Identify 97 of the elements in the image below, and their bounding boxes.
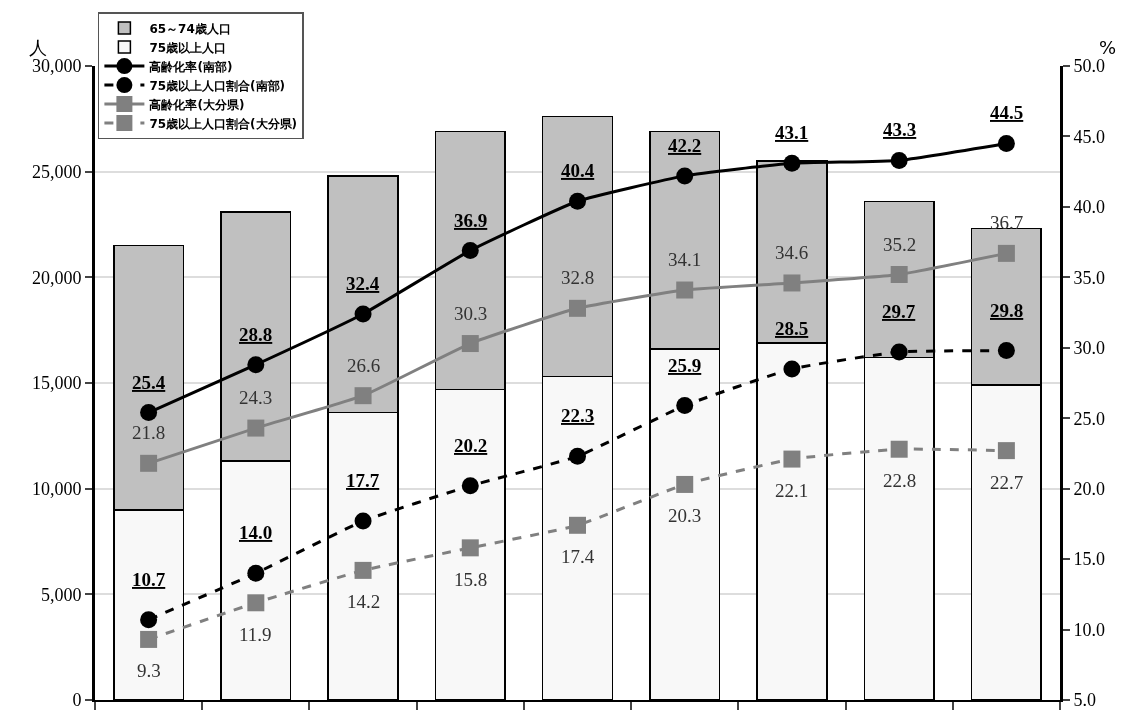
data-label: 34.1 bbox=[668, 249, 702, 270]
data-label: 28.8 bbox=[239, 324, 273, 345]
data-label: 29.7 bbox=[882, 301, 916, 322]
y-tick-label: 15,000 bbox=[31, 373, 82, 394]
legend-label: 75歳以上人口割合(南部) bbox=[149, 78, 286, 93]
data-label: 14.2 bbox=[347, 591, 381, 612]
point bbox=[676, 281, 694, 299]
data-label: 17.4 bbox=[561, 546, 595, 567]
point bbox=[676, 167, 694, 185]
data-label: 40.4 bbox=[561, 160, 595, 181]
point bbox=[676, 475, 694, 493]
data-label: 15.8 bbox=[454, 569, 488, 590]
point bbox=[890, 343, 908, 361]
data-label: 22.3 bbox=[561, 405, 595, 426]
point bbox=[461, 477, 479, 495]
data-label: 14.0 bbox=[239, 522, 273, 543]
legend-label: 65～74歳人口 bbox=[149, 21, 231, 36]
data-label: 22.1 bbox=[775, 480, 809, 501]
point bbox=[354, 305, 372, 323]
data-label: 17.7 bbox=[346, 470, 380, 491]
point bbox=[997, 442, 1015, 460]
point bbox=[140, 404, 158, 422]
y-tick-label: 5,000 bbox=[40, 584, 82, 605]
point bbox=[676, 397, 694, 415]
y2-tick-label: 10.0 bbox=[1073, 619, 1106, 640]
y2-tick-label: 25.0 bbox=[1073, 408, 1106, 429]
data-label: 20.2 bbox=[454, 435, 488, 456]
data-label: 24.3 bbox=[239, 387, 273, 408]
data-label: 22.7 bbox=[990, 472, 1024, 493]
y2-tick-label: 45.0 bbox=[1073, 126, 1106, 147]
point bbox=[783, 154, 801, 172]
data-label: 43.3 bbox=[883, 119, 917, 140]
point bbox=[461, 335, 479, 353]
data-label: 20.3 bbox=[668, 505, 702, 526]
point bbox=[354, 512, 372, 530]
y-tick-label: 25,000 bbox=[31, 161, 82, 182]
point bbox=[461, 242, 479, 260]
legend-label: 高齢化率(南部) bbox=[149, 59, 233, 74]
y-tick-label: 0 bbox=[72, 690, 82, 711]
legend-label: 75歳以上人口割合(大分県) bbox=[149, 116, 298, 131]
data-label: 22.8 bbox=[883, 470, 917, 491]
legend-label: 75歳以上人口 bbox=[149, 40, 227, 55]
point bbox=[354, 561, 372, 579]
point bbox=[247, 564, 265, 582]
point bbox=[140, 454, 158, 472]
data-label: 29.8 bbox=[990, 300, 1024, 321]
y2-axis-title: % bbox=[1099, 37, 1117, 58]
data-label: 35.2 bbox=[883, 234, 917, 255]
data-label: 30.3 bbox=[454, 303, 488, 324]
point bbox=[890, 151, 908, 169]
data-label: 44.5 bbox=[990, 102, 1024, 123]
y-tick-label: 10,000 bbox=[31, 478, 82, 499]
data-label: 43.1 bbox=[775, 122, 809, 143]
point bbox=[140, 630, 158, 648]
y2-tick-label: 15.0 bbox=[1073, 549, 1106, 570]
y-axis-title: 人 bbox=[29, 37, 47, 58]
data-label: 36.7 bbox=[990, 212, 1024, 233]
point bbox=[247, 356, 265, 374]
data-label: 32.4 bbox=[346, 273, 380, 294]
point bbox=[569, 447, 586, 465]
legend-label: 高齢化率(大分県) bbox=[149, 97, 245, 112]
data-label: 26.6 bbox=[347, 355, 381, 376]
point bbox=[997, 134, 1015, 152]
data-label: 32.8 bbox=[561, 267, 595, 288]
y2-tick-label: 5.0 bbox=[1073, 690, 1097, 711]
point bbox=[997, 244, 1015, 262]
point bbox=[569, 299, 586, 317]
point bbox=[247, 594, 265, 612]
point bbox=[783, 450, 801, 468]
y2-tick-label: 20.0 bbox=[1073, 478, 1106, 499]
point bbox=[569, 192, 586, 210]
data-label: 34.6 bbox=[775, 242, 809, 263]
data-label: 21.8 bbox=[132, 422, 166, 443]
data-label: 9.3 bbox=[137, 660, 161, 681]
point bbox=[140, 611, 158, 629]
data-label: 25.4 bbox=[132, 372, 166, 393]
data-label: 36.9 bbox=[454, 210, 488, 231]
y-tick-label: 30,000 bbox=[31, 56, 82, 77]
point bbox=[997, 342, 1015, 360]
point bbox=[890, 266, 908, 284]
y2-tick-label: 40.0 bbox=[1073, 197, 1106, 218]
data-label: 28.5 bbox=[775, 318, 809, 339]
data-label: 11.9 bbox=[239, 624, 272, 645]
y-tick-label: 20,000 bbox=[31, 267, 82, 288]
point bbox=[890, 440, 908, 458]
data-label: 10.7 bbox=[132, 569, 166, 590]
y2-tick-label: 30.0 bbox=[1073, 338, 1106, 359]
data-label: 42.2 bbox=[668, 135, 702, 156]
point bbox=[783, 360, 801, 378]
y2-tick-label: 50.0 bbox=[1073, 56, 1106, 77]
y2-tick-label: 35.0 bbox=[1073, 267, 1106, 288]
point bbox=[783, 274, 801, 292]
data-label: 25.9 bbox=[668, 355, 702, 376]
point bbox=[569, 516, 586, 534]
point bbox=[461, 539, 479, 557]
point bbox=[354, 387, 372, 405]
point bbox=[247, 419, 265, 437]
